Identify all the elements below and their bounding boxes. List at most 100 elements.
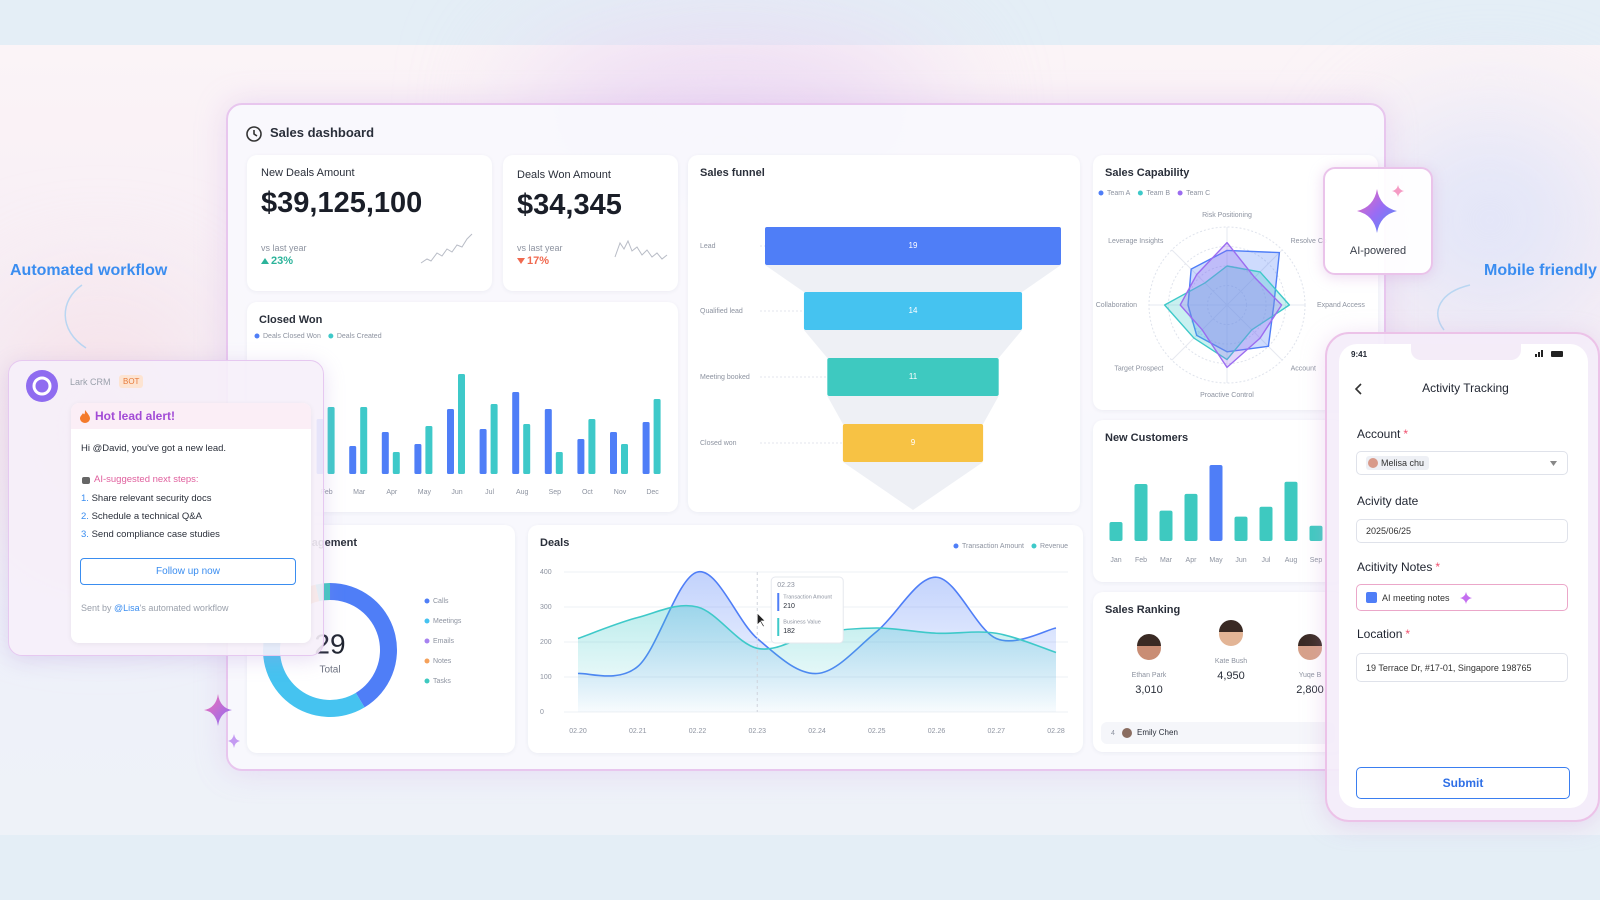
- cursor: [756, 612, 767, 628]
- bar: [621, 444, 628, 474]
- funnel-chart: Lead 19 Qualified lead 14 Meeting booked 11 Cl…: [700, 227, 1061, 510]
- ranking-list: Ethan Park 3,010 Kate Bush 4,950 Yuqe B 2,800…: [1101, 620, 1335, 744]
- icon-hand: [253, 130, 258, 137]
- notes-icon: [1366, 592, 1377, 603]
- tooltip-swatch: [777, 593, 780, 611]
- legend-dot: [424, 598, 430, 604]
- funnel-shade: [765, 265, 1061, 292]
- tooltip-value: 182: [783, 628, 795, 635]
- y-tick-label: 400: [540, 569, 552, 576]
- legend-dot: [1137, 190, 1143, 196]
- flame: [80, 410, 90, 423]
- bot-shape: [82, 477, 90, 484]
- x-tick-label: 02.24: [808, 728, 826, 735]
- radar-chart: Team A Team B Team C Risk Positioning Resolv…: [1096, 190, 1366, 399]
- funnel-shade: [842, 462, 984, 510]
- icon-ring: [246, 126, 262, 142]
- alert-title: Hot lead alert!: [95, 409, 176, 423]
- tooltip-date: 02.23: [777, 582, 795, 589]
- kpi-arrow: [517, 258, 525, 264]
- legend-label: Calls: [433, 598, 449, 605]
- legend-label: Tasks: [433, 678, 451, 685]
- person-name: Emily Chen: [1137, 728, 1178, 737]
- legend-label: Deals Closed Won: [263, 333, 321, 340]
- legend-dot: [953, 543, 959, 549]
- callout-line: [64, 284, 87, 349]
- legend-dot: [424, 658, 430, 664]
- radar-area: [1179, 241, 1283, 369]
- mobile-frame: 9:41 Activity Tracking Account * Melisa c…: [1325, 332, 1600, 822]
- y-tick-label: 300: [540, 604, 552, 611]
- kpi-card: Deals Won Amount $34,345 vs last year 17…: [503, 155, 678, 291]
- legend-label: Transaction Amount: [962, 543, 1024, 550]
- value-label: 9: [911, 438, 916, 447]
- x-tick-label: Sep: [1310, 557, 1323, 564]
- submit-button[interactable]: Submit: [1356, 767, 1570, 799]
- x-tick-label: 02.26: [928, 728, 946, 735]
- legend-label: Team A: [1107, 190, 1131, 197]
- donut-segment: [330, 583, 397, 708]
- alert-header: [71, 403, 311, 429]
- icon-bg: [1366, 592, 1377, 603]
- dropdown-caret: [1550, 461, 1557, 466]
- x-tick-label: Jul: [485, 489, 494, 496]
- back-button[interactable]: [1353, 382, 1363, 396]
- date-input[interactable]: 2025/06/25: [1356, 519, 1568, 543]
- avatar-hair: [1298, 634, 1322, 646]
- x-tick-label: Apr: [386, 489, 398, 496]
- axis-label: Account: [1291, 365, 1316, 372]
- field-value: 19 Terrace Dr, #17-01, Singapore 198765: [1366, 662, 1532, 673]
- y-tick-label: 100: [540, 674, 552, 681]
- bar: [555, 452, 563, 474]
- mention[interactable]: @Lisa: [114, 603, 140, 613]
- back-arrow: [1354, 383, 1362, 395]
- field-label-text: Account: [1357, 427, 1401, 441]
- status-icons: [1535, 350, 1563, 357]
- tooltip-label: Transaction Amount: [783, 594, 832, 600]
- value-label: 11: [909, 372, 918, 381]
- value-label: 19: [909, 241, 918, 250]
- donut-segment: [263, 632, 365, 717]
- stage-label: Meeting booked: [700, 374, 750, 381]
- step-text: Schedule a technical Q&A: [91, 511, 202, 522]
- kpi-value: $34,345: [517, 189, 622, 221]
- required-mark: *: [1435, 560, 1441, 574]
- mobile-screen: 9:41 Activity Tracking Account * Melisa c…: [1339, 344, 1588, 808]
- bar: [392, 452, 400, 474]
- status-time: 9:41: [1351, 350, 1368, 359]
- bar: [458, 374, 465, 474]
- step-number: 2.: [81, 511, 89, 522]
- sparkle: [204, 694, 232, 726]
- axis-label: Leverage Insights: [1108, 238, 1164, 245]
- sparkle: [228, 734, 240, 748]
- step-text: Share relevant security docs: [91, 493, 212, 504]
- battery: [1551, 351, 1563, 357]
- x-tick-label: Mar: [353, 489, 366, 496]
- required-mark: *: [1403, 427, 1409, 441]
- avatar: [1122, 728, 1132, 738]
- account-select[interactable]: Melisa chu: [1356, 451, 1568, 475]
- rank-row: [1101, 722, 1335, 744]
- stage-label: Lead: [700, 243, 716, 250]
- location-input[interactable]: 19 Terrace Dr, #17-01, Singapore 198765: [1356, 653, 1568, 682]
- notes-input[interactable]: AI meeting notes: [1356, 584, 1568, 611]
- new-customers-chart: Jan Feb Mar Apr May Jun Jul Aug Sep: [1109, 465, 1323, 564]
- footer-text: 's automated workflow: [139, 603, 229, 613]
- required-mark: *: [1405, 627, 1411, 641]
- card-title: Deals: [540, 537, 570, 549]
- step-number: 1.: [81, 493, 89, 504]
- x-tick-label: Jan: [1110, 557, 1121, 564]
- card-title: Sales funnel: [700, 167, 765, 179]
- chip-avatar: [1368, 458, 1378, 468]
- bar: [588, 419, 596, 474]
- radar-area: [1163, 265, 1291, 361]
- follow-up-button[interactable]: Follow up now: [80, 558, 296, 585]
- dashboard-title: Sales dashboard: [270, 125, 375, 140]
- message-card: Hot lead alert! Hi @David, you've got a …: [71, 403, 311, 643]
- footer: Sent by @Lisa's automated workflow: [81, 603, 228, 613]
- bar: [414, 444, 422, 474]
- x-tick-label: Jun: [451, 489, 462, 496]
- steps-title: AI-suggested next steps:: [94, 474, 199, 485]
- arrow-shape: [517, 258, 525, 264]
